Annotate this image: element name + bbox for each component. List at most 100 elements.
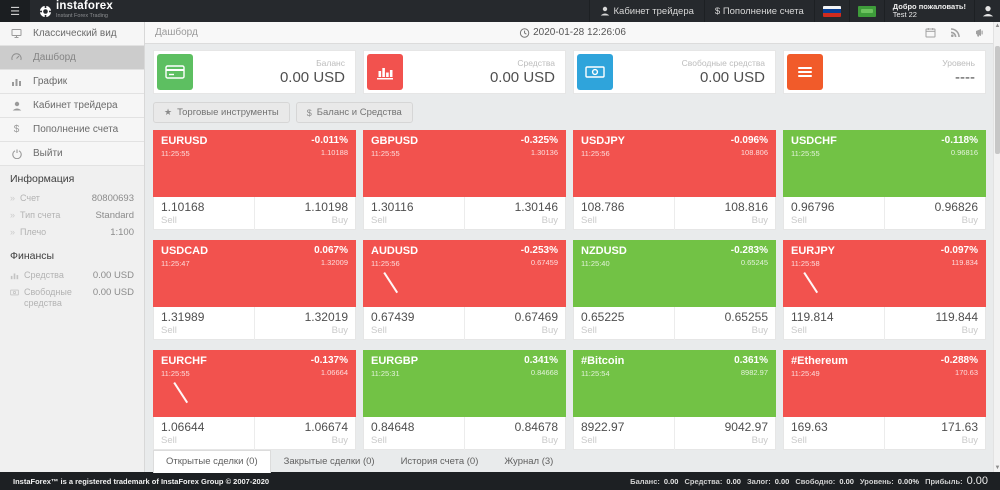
tile-header[interactable]: USDCAD 11:25:47 0.067% 1.32009 [153,240,356,307]
instaforex-logo[interactable]: instaforex Instant Forex Trading [39,0,113,21]
deposit-button[interactable]: $ Пополнение счета [703,0,814,22]
scrollbar-thumb[interactable] [995,46,1000,154]
buy-button[interactable]: 1.32019 Buy [255,307,356,340]
rss-icon[interactable] [950,27,961,38]
hamburger-menu-icon[interactable]: ☰ [0,0,30,22]
change-percent: -0.011% [311,135,348,146]
sell-button[interactable]: 1.31989 Sell [153,307,255,340]
sell-button[interactable]: 0.84648 Sell [363,417,465,450]
instrument-symbol: EURJPY [791,245,836,257]
buy-button[interactable]: 0.65255 Buy [675,307,776,340]
sell-label: Sell [371,325,387,336]
russian-flag-icon[interactable] [813,0,849,22]
tile-header[interactable]: #Bitcoin 11:25:54 0.361% 8982.97 [573,350,776,417]
power-icon [10,149,23,159]
buy-price: 1.30146 [514,200,558,214]
calendar-icon[interactable] [925,27,936,38]
copyright-text: InstaForex™ is a registered trademark of… [13,476,270,486]
tile-header[interactable]: GBPUSD 11:25:55 -0.325% 1.30136 [363,130,566,197]
sell-price: 0.96796 [791,200,835,214]
quote-time: 11:25:55 [161,149,190,158]
sidebar-item-classic-view[interactable]: Классический вид [0,22,144,46]
instrument-symbol: AUDUSD [371,245,419,257]
footer-stat-value: 0.00 [839,476,854,486]
buy-button[interactable]: 171.63 Buy [885,417,986,450]
tile-header[interactable]: EURCHF 11:25:55 -0.137% 1.06664 [153,350,356,417]
tab-open-trades[interactable]: Открытые сделки (0) [153,450,271,473]
account-row: » Счет 80800693 [10,190,134,207]
account-type-row: » Тип счета Standard [10,207,134,224]
account-number: 80800693 [91,193,134,204]
buy-button[interactable]: 1.06674 Buy [255,417,356,450]
sell-button[interactable]: 0.65225 Sell [573,307,675,340]
buy-button[interactable]: 0.67469 Buy [465,307,566,340]
sell-price: 119.814 [791,310,834,324]
footer-stats: Баланс: 0.00 Средства: 0.00 Залог: 0.00 … [630,475,990,487]
sell-button[interactable]: 169.63 Sell [783,417,885,450]
tile-header[interactable]: EURUSD 11:25:55 -0.011% 1.10188 [153,130,356,197]
buy-button[interactable]: 119.844 Buy [885,307,986,340]
buy-label: Buy [751,215,768,226]
buy-label: Buy [541,215,558,226]
footer-stat-value: 0.00% [897,476,920,486]
trader-cabinet-button[interactable]: Кабинет трейдера [588,0,704,22]
balance-equity-button[interactable]: $ Баланс и Средства [295,102,413,123]
sell-button[interactable]: 1.10168 Sell [153,197,255,230]
sidebar-item-deposit[interactable]: $ Пополнение счета [0,118,144,142]
sidebar-finance-section: Финансы Средства 0.00 USD Свободные сред… [0,243,144,314]
sidebar-item-logout[interactable]: Выйти [0,142,144,166]
sell-button[interactable]: 1.06644 Sell [153,417,255,450]
tile-header[interactable]: #Ethereum 11:25:49 -0.288% 170.63 [783,350,986,417]
tile-header[interactable]: USDJPY 11:25:56 -0.096% 108.806 [573,130,776,197]
profile-icon[interactable] [974,0,1000,22]
account-name: Test 22 [892,10,917,19]
buy-price: 0.67469 [514,310,558,324]
sell-button[interactable]: 119.814 Sell [783,307,885,340]
sidebar-item-dashboard[interactable]: Дашборд [0,46,144,70]
tile-usdjpy: USDJPY 11:25:56 -0.096% 108.806 108.786 Sel… [573,130,776,230]
buy-button[interactable]: 1.10198 Buy [255,197,356,230]
quote-price: 170.63 [955,368,978,377]
tile-header[interactable]: NZDUSD 11:25:40 -0.283% 0.65245 [573,240,776,307]
tile-header[interactable]: EURGBP 11:25:31 0.341% 0.84668 [363,350,566,417]
buy-button[interactable]: 108.816 Buy [675,197,776,230]
buy-button[interactable]: 0.84678 Buy [465,417,566,450]
sell-button[interactable]: 0.67439 Sell [363,307,465,340]
sell-label: Sell [791,325,807,336]
sidebar-item-chart[interactable]: График [0,70,144,94]
sell-button[interactable]: 0.96796 Sell [783,197,885,230]
tab-journal[interactable]: Журнал (3) [504,456,554,467]
tile-bitcoin: #Bitcoin 11:25:54 0.361% 8982.97 8922.97 Se… [573,350,776,450]
change-percent: -0.253% [520,245,558,256]
vertical-scrollbar[interactable]: ▲ ▼ [993,22,1000,472]
free-margin-card: Свободные средства 0.00 USD [573,50,776,94]
trading-instruments-button[interactable]: ★ Торговые инструменты [153,102,290,123]
scroll-up-arrow[interactable]: ▲ [994,23,1000,29]
sell-label: Sell [581,325,597,336]
quote-price: 8982.97 [740,368,768,377]
deposit-label: $ Пополнение счета [714,5,804,17]
tile-header[interactable]: AUDUSD 11:25:56 -0.253% 0.67459 [363,240,566,307]
buy-button[interactable]: 1.30146 Buy [465,197,566,230]
buy-button[interactable]: 9042.97 Buy [675,417,776,450]
instaforex-logo-icon [39,4,52,18]
sell-label: Sell [161,325,177,336]
quote-price: 1.30136 [530,148,558,157]
summary-cards: Баланс 0.00 USD Средства 0.00 USD Своб [145,44,1000,99]
quote-price: 1.32009 [320,258,348,267]
server-datetime: 2020-01-28 12:26:06 [519,27,626,38]
tile-header[interactable]: EURJPY 11:25:58 -0.097% 119.834 [783,240,986,307]
megaphone-icon[interactable] [975,27,986,38]
sell-button[interactable]: 8922.97 Sell [573,417,675,450]
sidebar-item-trader-cabinet[interactable]: Кабинет трейдера [0,94,144,118]
banknote-icon [577,54,613,90]
sell-button[interactable]: 108.786 Sell [573,197,675,230]
chevron-right-icon: » [10,193,16,203]
buy-button[interactable]: 0.96826 Buy [885,197,986,230]
tile-header[interactable]: USDCHF 11:25:55 -0.118% 0.96816 [783,130,986,197]
tab-closed-trades[interactable]: Закрытые сделки (0) [283,456,375,467]
tab-account-history[interactable]: История счета (0) [400,456,479,467]
scroll-down-arrow[interactable]: ▼ [994,465,1000,471]
sell-button[interactable]: 1.30116 Sell [363,197,465,230]
green-flag-icon[interactable] [848,0,884,22]
